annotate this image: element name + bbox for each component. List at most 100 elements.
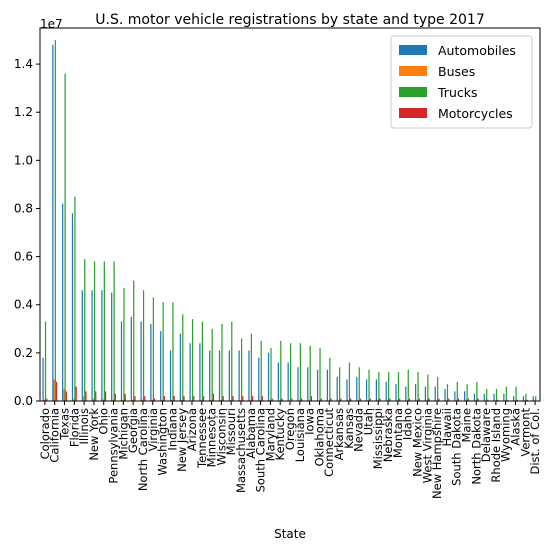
bar-motorcycles-13	[173, 396, 175, 401]
x-tick-label: Arkansas	[332, 408, 346, 460]
bar-motorcycles-9	[134, 396, 136, 401]
x-tick-label: Arizona	[185, 408, 199, 451]
bar-trucks-31	[348, 362, 351, 401]
x-tick-label: New Mexico	[410, 408, 424, 477]
bar-motorcycles-11	[153, 398, 156, 401]
x-tick-label: Minnesota	[205, 408, 219, 467]
bar-motorcycles-22	[261, 396, 264, 401]
x-tick-label: Oklahoma	[312, 408, 326, 467]
bar-trucks-43	[466, 384, 468, 401]
x-tick-label: South Dakota	[450, 408, 464, 486]
x-tick-label: South Carolina	[254, 408, 268, 492]
bar-trucks-10	[142, 290, 145, 401]
x-tick-label: Pennsylvania	[107, 408, 121, 484]
x-tick-label: Florida	[67, 408, 81, 447]
bar-automobiles-27	[307, 367, 309, 401]
legend-label-buses: Buses	[438, 64, 475, 79]
bar-automobiles-15	[189, 343, 191, 401]
bar-trucks-35	[388, 372, 390, 401]
bar-trucks-26	[299, 343, 302, 401]
bars-group	[42, 40, 538, 401]
x-tick-label: Alaska	[508, 408, 522, 446]
bar-motorcycles-47	[506, 399, 509, 401]
bar-motorcycles-6	[104, 391, 107, 401]
legend-swatch-trucks	[399, 87, 427, 97]
bar-motorcycles-31	[350, 398, 352, 401]
bar-motorcycles-14	[183, 396, 185, 401]
bar-trucks-13	[172, 302, 174, 401]
y-scale-label: 1e7	[40, 17, 63, 31]
bar-trucks-39	[427, 374, 429, 401]
bar-trucks-19	[231, 321, 233, 401]
bar-trucks-44	[476, 381, 478, 401]
bar-motorcycles-21	[252, 396, 254, 401]
bar-automobiles-30	[336, 376, 338, 401]
bar-motorcycles-41	[448, 398, 450, 401]
bar-motorcycles-19	[232, 396, 234, 401]
y-axis: 0.0 0.2 0.4 0.6 0.8 1.0 1.2 1.4	[14, 57, 40, 408]
bar-automobiles-43	[464, 391, 466, 401]
bar-automobiles-34	[375, 379, 378, 401]
bar-automobiles-28	[316, 369, 319, 401]
bar-trucks-23	[270, 348, 272, 401]
y-tick-label: 0.2	[14, 346, 33, 360]
y-tick-label: 0.8	[14, 201, 33, 215]
bar-motorcycles-25	[291, 398, 293, 401]
bar-trucks-49	[525, 393, 527, 401]
bar-trucks-28	[319, 348, 321, 401]
bar-motorcycles-39	[428, 398, 430, 401]
bar-trucks-17	[211, 328, 213, 401]
bar-automobiles-7	[111, 292, 113, 401]
bar-automobiles-23	[267, 352, 270, 401]
bar-trucks-30	[339, 367, 341, 401]
x-tick-label: Colorado	[38, 408, 52, 459]
bar-motorcycles-10	[144, 396, 146, 401]
bar-motorcycles-42	[457, 398, 460, 401]
x-tick-label: Rhode Island	[489, 408, 503, 483]
bar-automobiles-20	[238, 350, 240, 401]
x-tick-label: North Dakota	[469, 408, 483, 485]
x-tick-label: Georgia	[126, 408, 140, 453]
bar-motorcycles-38	[418, 398, 420, 401]
bar-motorcycles-24	[281, 398, 283, 401]
bar-automobiles-19	[228, 350, 230, 401]
bar-trucks-29	[329, 357, 331, 401]
legend-label-trucks: Trucks	[437, 85, 477, 100]
bar-trucks-22	[260, 340, 262, 401]
bar-trucks-38	[417, 372, 419, 401]
x-tick-label: Missouri	[224, 408, 238, 455]
bar-trucks-4	[84, 259, 86, 401]
bar-motorcycles-35	[389, 398, 391, 401]
bar-motorcycles-15	[193, 396, 195, 401]
bar-trucks-24	[280, 340, 282, 401]
bar-motorcycles-37	[408, 398, 411, 401]
bar-motorcycles-18	[222, 396, 224, 401]
bar-automobiles-17	[209, 350, 211, 401]
bar-buses-0	[43, 399, 45, 401]
bar-trucks-12	[162, 302, 164, 401]
x-tick-label: Maine	[459, 408, 473, 443]
bar-automobiles-6	[101, 290, 103, 401]
legend: Automobiles Buses Trucks Motorcycles	[390, 35, 533, 129]
bar-motorcycles-40	[438, 398, 440, 401]
x-tick-label: Iowa	[303, 408, 317, 435]
bar-buses-3	[73, 398, 75, 401]
chart-title: U.S. motor vehicle registrations by stat…	[95, 12, 484, 28]
bar-trucks-2	[64, 73, 66, 401]
x-tick-label: Kentucky	[273, 408, 287, 461]
bar-automobiles-38	[415, 384, 417, 401]
y-tick-label: 0.6	[14, 250, 33, 264]
bar-trucks-11	[152, 297, 154, 401]
bar-motorcycles-5	[95, 391, 97, 401]
x-tick-label: North Carolina	[136, 408, 150, 491]
x-tick-label: Mississippi	[371, 408, 385, 469]
x-tick-label: Alabama	[244, 408, 258, 459]
bar-automobiles-3	[71, 213, 74, 401]
y-tick-label: 0.0	[14, 394, 33, 408]
x-tick-label: Idaho	[401, 408, 415, 440]
x-tick-label: Ohio	[97, 408, 111, 435]
legend-swatch-automobiles	[399, 45, 427, 55]
bar-trucks-33	[368, 369, 370, 401]
bar-buses-10	[141, 399, 143, 401]
bar-buses-5	[92, 398, 94, 401]
